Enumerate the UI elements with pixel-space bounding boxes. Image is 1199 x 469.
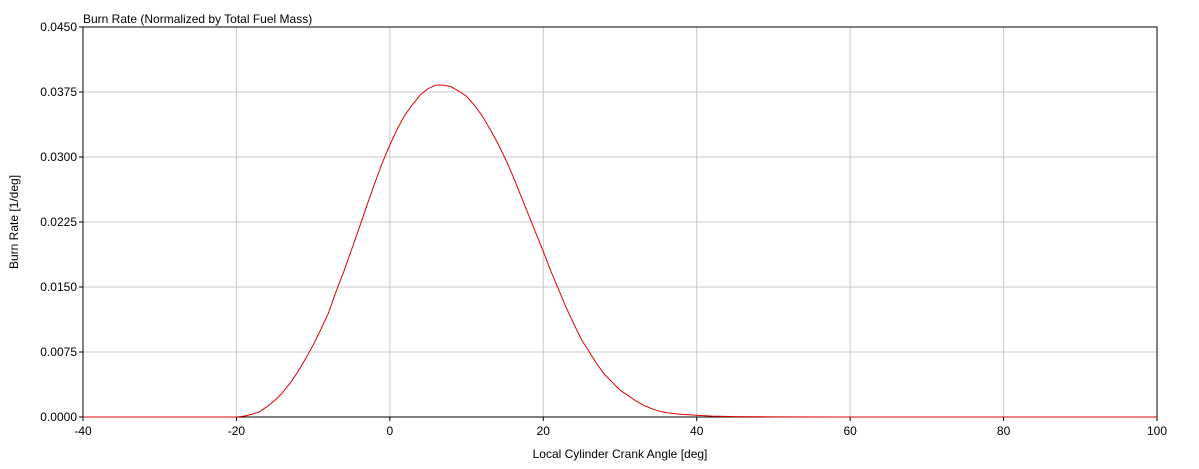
chart-title: Burn Rate (Normalized by Total Fuel Mass… — [83, 12, 312, 26]
y-tick-label: 0.0000 — [40, 410, 77, 424]
y-tick-label: 0.0075 — [40, 345, 77, 359]
y-axis-title: Burn Rate [1/deg] — [7, 175, 21, 269]
x-tick-label: 80 — [997, 424, 1011, 438]
y-tick-label: 0.0150 — [40, 280, 77, 294]
y-tick-label: 0.0300 — [40, 150, 77, 164]
y-axis: 0.0000 0.0075 0.0150 0.0225 0.0300 0.0375 0.04… — [40, 20, 83, 424]
grid — [83, 27, 1157, 417]
x-tick-label: -40 — [74, 424, 92, 438]
series-group — [83, 84, 1157, 418]
y-tick-label: 0.0225 — [40, 215, 77, 229]
x-tick-label: -20 — [228, 424, 246, 438]
x-tick-label: 100 — [1147, 424, 1167, 438]
x-tick-label: 60 — [843, 424, 857, 438]
x-axis-title: Local Cylinder Crank Angle [deg] — [533, 447, 708, 461]
series-line-burn-rate — [83, 84, 1157, 418]
x-tick-label: 20 — [537, 424, 551, 438]
y-tick-label: 0.0450 — [40, 20, 77, 34]
y-tick-label: 0.0375 — [40, 85, 77, 99]
x-tick-label: 40 — [690, 424, 704, 438]
x-tick-label: 0 — [387, 424, 394, 438]
x-axis: -40 -20 0 20 40 60 80 100 — [74, 417, 1167, 438]
